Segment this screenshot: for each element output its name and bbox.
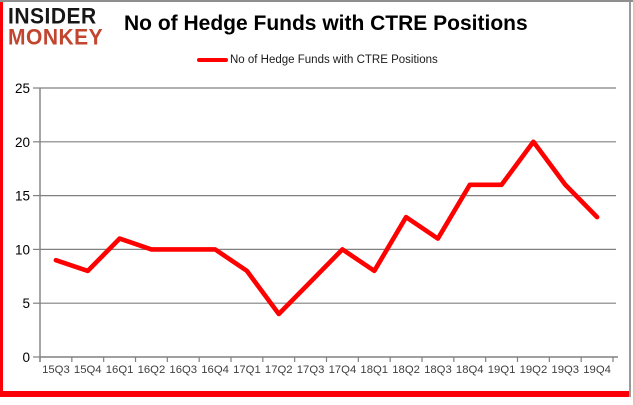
y-axis-label: 25	[15, 81, 30, 96]
logo-line2: MONKEY	[8, 24, 104, 50]
y-axis-label: 0	[22, 350, 30, 365]
left-border	[0, 2, 3, 397]
x-axis-label: 18Q3	[424, 364, 452, 376]
x-axis-label: 15Q4	[74, 364, 102, 376]
x-axis-label: 17Q4	[329, 364, 357, 376]
x-axis-label: 19Q1	[488, 364, 516, 376]
x-axis-label: 18Q1	[360, 364, 388, 376]
x-axis-label: 16Q2	[138, 364, 166, 376]
x-axis-label: 17Q2	[265, 364, 293, 376]
x-axis-label: 18Q4	[456, 364, 484, 376]
top-border	[0, 0, 635, 2]
x-axis-label: 16Q1	[106, 364, 134, 376]
insider-monkey-logo: INSIDER MONKEY	[8, 4, 104, 50]
x-axis-label: 19Q3	[551, 364, 579, 376]
right-shadow	[629, 2, 631, 397]
legend-line-swatch	[197, 58, 228, 62]
x-axis-label: 17Q1	[233, 364, 261, 376]
x-axis-label: 15Q3	[42, 364, 70, 376]
right-edge-accent	[633, 0, 635, 405]
legend-label: No of Hedge Funds with CTRE Positions	[230, 54, 438, 66]
logo-line1: INSIDER	[8, 4, 97, 29]
x-axis-label: 16Q3	[169, 364, 197, 376]
x-axis-label: 19Q4	[583, 364, 611, 376]
y-axis-label: 15	[15, 189, 30, 204]
y-axis-label: 5	[22, 296, 30, 311]
y-axis-label: 10	[15, 242, 30, 257]
x-axis-label: 19Q2	[520, 364, 548, 376]
x-axis-label: 16Q4	[201, 364, 229, 376]
y-axis-label: 20	[15, 135, 30, 150]
bottom-border	[0, 391, 631, 397]
chart-title: No of Hedge Funds with CTRE Positions	[124, 12, 528, 35]
x-axis-label: 18Q2	[392, 364, 420, 376]
legend: No of Hedge Funds with CTRE Positions	[197, 54, 438, 66]
x-axis-label: 17Q3	[297, 364, 325, 376]
series-line	[53, 139, 600, 317]
